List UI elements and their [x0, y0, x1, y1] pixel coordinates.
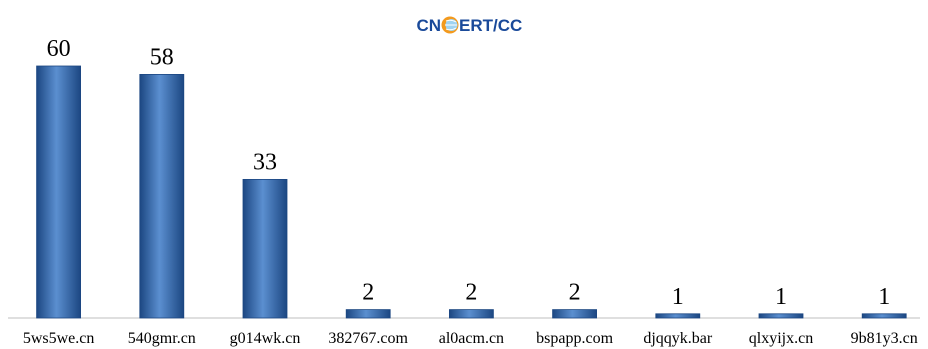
data-label-9b81y3.cn: 1 [878, 284, 890, 310]
x-tick-label-al0acm.cn: al0acm.cn [439, 330, 504, 347]
data-label-5ws5we.cn: 60 [47, 36, 71, 62]
x-tick-label-9b81y3.cn: 9b81y3.cn [851, 330, 918, 347]
x-tick-label-540gmr.cn: 540gmr.cn [128, 330, 196, 347]
x-tick-label-qlxyijx.cn: qlxyijx.cn [749, 330, 813, 347]
globe-icon [441, 16, 459, 34]
bar-540gmr.cn [139, 74, 185, 319]
logo-text-right: ERT/CC [459, 16, 522, 35]
data-labels-group: 60 58 33 2 2 2 1 1 1 [47, 36, 891, 310]
data-label-540gmr.cn: 58 [150, 44, 174, 70]
bar-al0acm.cn [448, 309, 494, 319]
bars-group [36, 65, 907, 319]
data-label-djqqyk.bar: 1 [672, 284, 684, 310]
data-label-al0acm.cn: 2 [465, 280, 477, 306]
cncert-logo: CN ERT/CC [416, 16, 522, 35]
logo-text-left: CN [416, 16, 441, 35]
x-tick-label-5ws5we.cn: 5ws5we.cn [23, 330, 95, 347]
x-tick-label-bspapp.com: bspapp.com [536, 330, 613, 347]
bar-382767.com [345, 309, 391, 319]
x-tick-labels-group: 5ws5we.cn 540gmr.cn g014wk.cn 382767.com al0… [23, 330, 918, 347]
bar-bspapp.com [552, 309, 597, 319]
bar-9b81y3.cn [861, 313, 907, 319]
data-label-382767.com: 2 [362, 280, 374, 306]
x-tick-label-382767.com: 382767.com [328, 330, 408, 347]
data-label-g014wk.cn: 33 [253, 149, 277, 175]
x-tick-label-g014wk.cn: g014wk.cn [230, 330, 301, 347]
bar-5ws5we.cn [36, 65, 81, 319]
bar-g014wk.cn [242, 178, 288, 319]
bar-qlxyijx.cn [758, 313, 804, 319]
bar-djqqyk.bar [655, 313, 701, 319]
x-tick-label-djqqyk.bar: djqqyk.bar [643, 330, 713, 347]
data-label-bspapp.com: 2 [569, 280, 581, 306]
data-label-qlxyijx.cn: 1 [775, 284, 787, 310]
